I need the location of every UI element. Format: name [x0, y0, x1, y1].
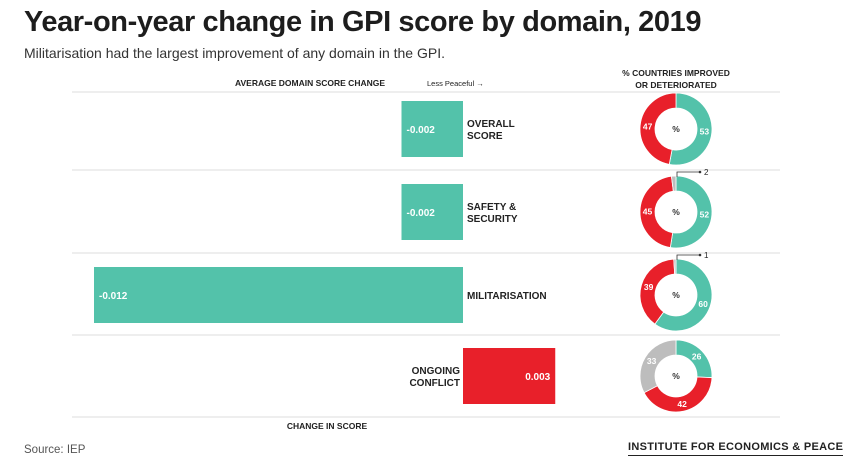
brand-logo: INSTITUTE FOR ECONOMICS & PEACE	[628, 441, 844, 456]
donut-series: 53 47 % 52 45 % 2 60 39% 1 26 42 33%	[639, 92, 713, 413]
donut-slice-no-change	[670, 175, 677, 192]
donut-center-label: %	[672, 207, 680, 217]
category-label-line: SCORE	[467, 131, 503, 142]
donut-slice-no-change	[639, 339, 677, 394]
source-note: Source: IEP	[24, 444, 86, 456]
callout-dot	[698, 170, 702, 174]
donut-center-label: %	[672, 124, 680, 134]
donut-value-label: 52	[700, 209, 710, 219]
bar	[401, 101, 463, 157]
callout-dot	[698, 253, 702, 257]
donut-slice-deteriorated	[639, 175, 674, 249]
donut-header-line-2: OR DETERIORATED	[635, 80, 717, 90]
donut-slice-improved	[668, 92, 713, 166]
category-label: ONGOING CONFLICT	[409, 366, 460, 389]
category-label-line: ONGOING	[412, 366, 461, 377]
callout-label: 2	[704, 168, 709, 177]
donut-slice-improved	[669, 175, 713, 249]
category-label-line: SAFETY &	[467, 202, 516, 213]
category-label-line: SECURITY	[467, 214, 518, 225]
donut-header-line-1: % COUNTRIES IMPROVED	[622, 68, 730, 78]
callout-label: 1	[704, 251, 709, 260]
donut-value-label: 42	[677, 399, 687, 409]
donut-center-label: %	[672, 371, 680, 381]
donut-slice-deteriorated	[639, 92, 677, 165]
donut-value-label: 45	[643, 207, 653, 217]
donut-center-label: %	[672, 290, 680, 300]
bar-value-label: 0.003	[525, 372, 550, 383]
donut-value-label: 39	[644, 282, 654, 292]
category-label-line: OVERALL	[467, 119, 515, 130]
bar-value-label: -0.002	[407, 208, 436, 219]
x-axis-label: CHANGE IN SCORE	[287, 421, 368, 431]
direction-label: Less Peaceful →	[427, 79, 484, 88]
category-label: OVERALL SCORE	[467, 119, 515, 142]
callout-line	[676, 171, 700, 177]
bar	[94, 267, 463, 323]
donut-value-label: 26	[692, 351, 702, 361]
donut-slice-improved	[654, 258, 713, 332]
bar	[401, 184, 463, 240]
bar	[463, 348, 556, 404]
donut-value-label: 53	[700, 127, 710, 137]
category-label-line: MILITARISATION	[467, 291, 547, 302]
callout-line	[676, 254, 700, 260]
donut-value-label: 33	[647, 356, 657, 366]
row-separators	[72, 91, 780, 418]
bar-series: -0.002 OVERALL SCORE -0.002 SAFETY & SECURITY…	[94, 101, 556, 404]
donut-value-label: 60	[698, 299, 708, 309]
donut-value-label: 47	[643, 121, 653, 131]
bar-value-label: -0.002	[407, 125, 436, 136]
bar-value-label: -0.012	[99, 291, 128, 302]
chart-title: Year-on-year change in GPI score by doma…	[24, 6, 702, 38]
category-label: MILITARISATION	[467, 291, 547, 302]
donut-slice-no-change	[673, 258, 677, 275]
category-label: SAFETY & SECURITY	[467, 202, 518, 225]
bar-axis-header: AVERAGE DOMAIN SCORE CHANGE	[235, 78, 385, 88]
chart-subtitle: Militarisation had the largest improveme…	[24, 45, 445, 61]
category-label-line: CONFLICT	[409, 378, 460, 389]
